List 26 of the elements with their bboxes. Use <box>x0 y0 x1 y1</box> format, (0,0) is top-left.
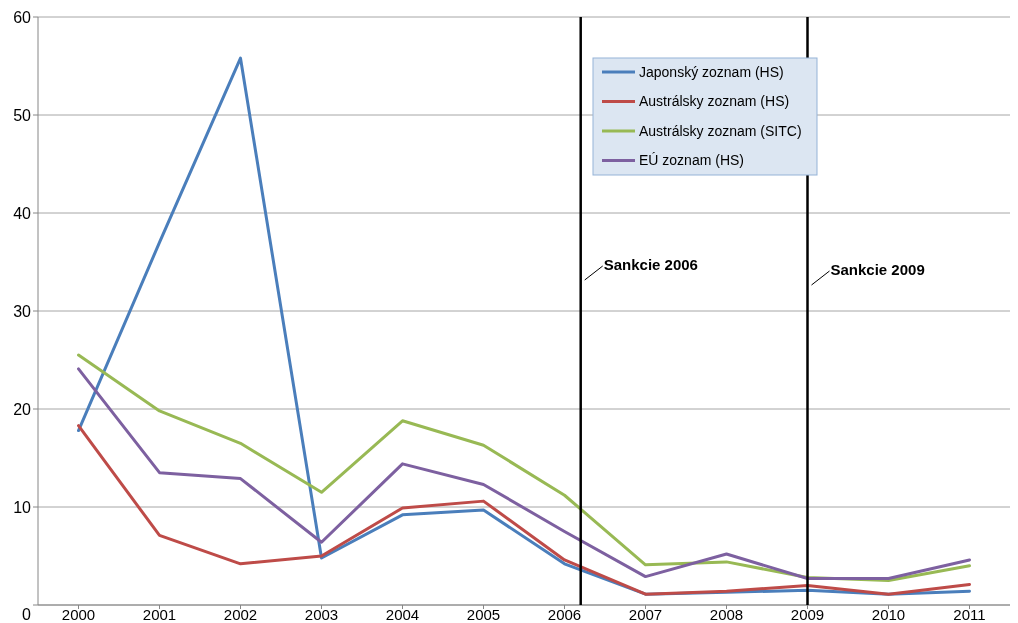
legend-label: Austrálsky zoznam (SITC) <box>639 122 802 139</box>
x-tick-label: 2007 <box>628 606 663 623</box>
legend-label: Japonský zoznam (HS) <box>639 63 784 80</box>
x-tick-label: 2002 <box>223 606 258 623</box>
y-tick-label: 10 <box>13 498 32 516</box>
y-tick-label: 0 <box>22 606 32 623</box>
x-tick-label: 2003 <box>304 606 339 623</box>
x-tick-label: 2001 <box>142 606 177 623</box>
x-tick-label: 2005 <box>466 606 501 623</box>
ref-line-label: Sankcie 2006 <box>603 256 698 273</box>
x-tick-label: 2010 <box>871 606 906 623</box>
legend-label: Austrálsky zoznam (HS) <box>639 93 790 110</box>
ref-line-label: Sankcie 2009 <box>830 261 925 278</box>
y-tick-label: 40 <box>13 204 32 222</box>
x-tick-label: 2009 <box>790 606 825 623</box>
y-tick-label: 30 <box>13 302 32 320</box>
y-tick-label: 20 <box>13 400 32 418</box>
x-tick-label: 2008 <box>709 606 744 623</box>
x-tick-label: 2000 <box>61 606 96 623</box>
x-tick-label: 2011 <box>953 606 986 623</box>
y-tick-label: 50 <box>13 106 32 124</box>
x-tick-label: 2004 <box>385 606 420 623</box>
legend-label: EÚ zoznam (HS) <box>639 152 745 169</box>
y-tick-label: 60 <box>13 8 32 26</box>
x-tick-label: 2006 <box>547 606 582 623</box>
line-series <box>77 424 971 596</box>
